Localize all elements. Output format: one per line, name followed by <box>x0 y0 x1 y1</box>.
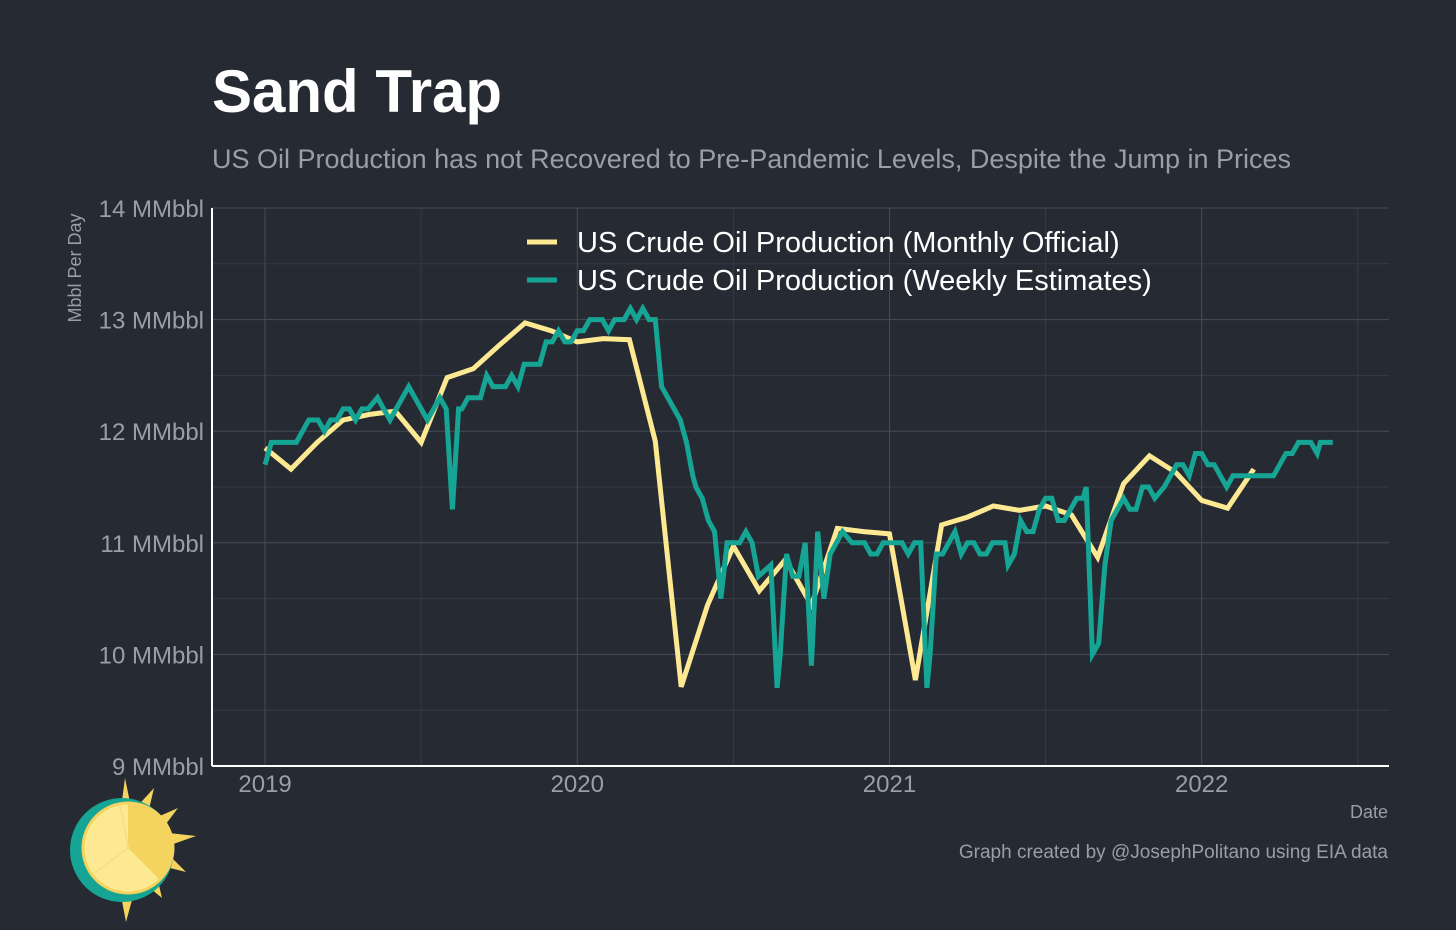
y-tick-label: 10 MMbbl <box>99 642 204 669</box>
legend-label: US Crude Oil Production (Monthly Officia… <box>577 227 1120 259</box>
series-lines <box>262 303 1333 689</box>
axes: 9 MMbbl 10 MMbbl 11 MMbbl 12 MMbbl 13 MMbbl 1… <box>99 196 1389 798</box>
x-axis-title: Date <box>1350 802 1388 822</box>
x-tick-label: 2020 <box>551 771 604 798</box>
credit-text: Graph created by @JosephPolitano using E… <box>959 842 1389 863</box>
x-tick-label: 2019 <box>238 771 291 798</box>
legend-label: US Crude Oil Production (Weekly Estimate… <box>577 265 1152 297</box>
sun-logo-icon <box>70 778 196 922</box>
x-tick-label: 2022 <box>1175 771 1228 798</box>
chart-subtitle: US Oil Production has not Recovered to P… <box>212 144 1291 174</box>
y-tick-label: 14 MMbbl <box>99 196 204 223</box>
y-axis-title: Mbbl Per Day <box>65 213 85 322</box>
legend: US Crude Oil Production (Monthly Officia… <box>527 227 1152 297</box>
x-tick-label: 2021 <box>863 771 916 798</box>
y-tick-label: 13 MMbbl <box>99 308 204 335</box>
series-line-monthly-official <box>263 320 1256 688</box>
series-line-weekly-estimates <box>262 303 1333 689</box>
chart-title: Sand Trap <box>212 58 502 125</box>
y-tick-label: 11 MMbbl <box>100 531 204 558</box>
y-tick-label: 12 MMbbl <box>99 419 204 446</box>
y-tick-label: 9 MMbbl <box>112 754 204 781</box>
grid <box>212 207 1389 766</box>
